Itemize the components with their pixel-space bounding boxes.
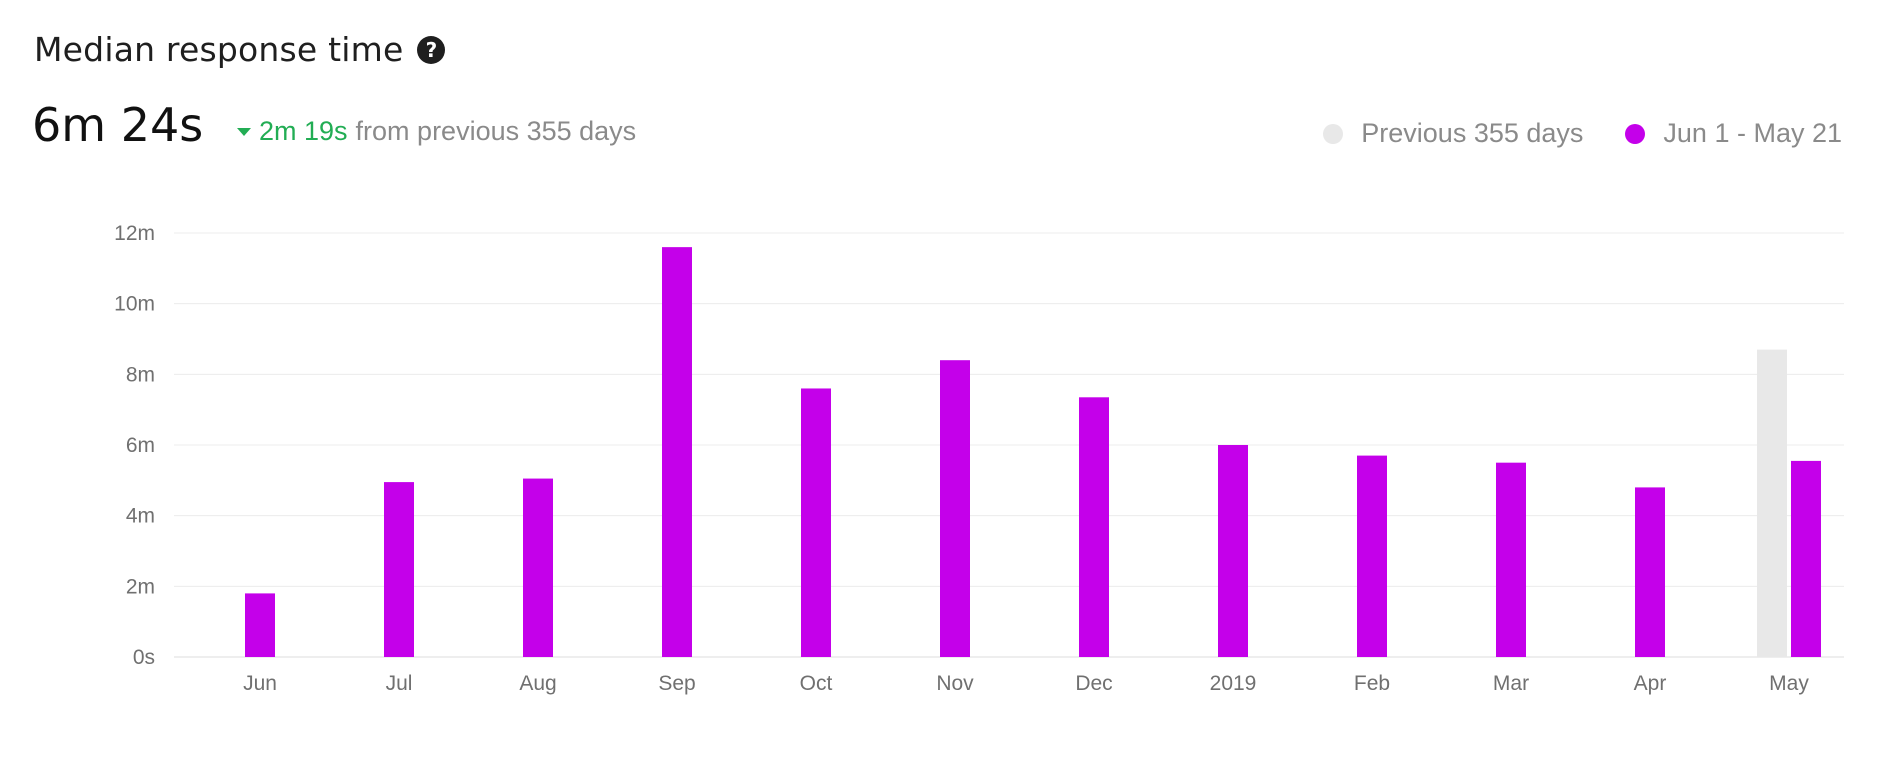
delta-indicator: 2m 19s from previous 355 days bbox=[237, 116, 636, 147]
y-tick-label: 2m bbox=[126, 575, 155, 598]
legend-item-previous[interactable]: Previous 355 days bbox=[1323, 118, 1583, 149]
bar-jun[interactable] bbox=[245, 593, 275, 657]
y-tick-label: 0s bbox=[133, 646, 155, 669]
chart-title: Median response time bbox=[34, 30, 404, 69]
summary-value: 6m 24s bbox=[32, 98, 204, 152]
bar-sep[interactable] bbox=[662, 247, 692, 657]
bar-feb[interactable] bbox=[1357, 455, 1387, 657]
x-tick-label: 2019 bbox=[1210, 672, 1257, 695]
caret-down-icon bbox=[237, 127, 251, 136]
x-tick-label: May bbox=[1769, 672, 1809, 695]
bar-nov[interactable] bbox=[940, 360, 970, 657]
x-tick-label: Dec bbox=[1075, 672, 1112, 695]
x-tick-label: Aug bbox=[519, 672, 556, 695]
x-tick-label: Oct bbox=[800, 672, 833, 695]
x-tick-label: Sep bbox=[658, 672, 695, 695]
bar-oct[interactable] bbox=[801, 388, 831, 657]
bar-jul[interactable] bbox=[384, 482, 414, 657]
legend-dot-current bbox=[1625, 123, 1646, 144]
y-tick-label: 8m bbox=[126, 363, 155, 386]
bar-dec[interactable] bbox=[1079, 397, 1109, 657]
delta-text: from previous 355 days bbox=[355, 116, 637, 146]
legend: Previous 355 days Jun 1 - May 21 bbox=[1281, 118, 1842, 149]
y-tick-label: 6m bbox=[126, 434, 155, 457]
bar-2019[interactable] bbox=[1218, 445, 1248, 657]
title-row: Median response time ? bbox=[34, 30, 446, 69]
question-circle-icon[interactable]: ? bbox=[417, 35, 446, 64]
y-tick-label: 10m bbox=[114, 293, 155, 316]
y-tick-label: 12m bbox=[114, 222, 155, 245]
x-tick-label: Apr bbox=[1634, 672, 1667, 695]
bar-mar[interactable] bbox=[1496, 462, 1526, 657]
y-tick-label: 4m bbox=[126, 505, 155, 528]
legend-label-previous: Previous 355 days bbox=[1361, 118, 1584, 148]
bar-apr[interactable] bbox=[1635, 487, 1665, 657]
x-tick-label: Feb bbox=[1354, 672, 1390, 695]
x-tick-label: Jul bbox=[386, 672, 413, 695]
bar-may[interactable] bbox=[1791, 460, 1821, 657]
legend-dot-previous bbox=[1323, 123, 1344, 144]
legend-item-current[interactable]: Jun 1 - May 21 bbox=[1625, 118, 1842, 149]
x-tick-label: Nov bbox=[936, 672, 974, 695]
x-tick-label: Jun bbox=[243, 672, 277, 695]
legend-label-current: Jun 1 - May 21 bbox=[1663, 118, 1842, 148]
x-tick-label: Mar bbox=[1493, 672, 1529, 695]
delta-value: 2m 19s bbox=[259, 116, 348, 146]
bar-previous-may bbox=[1757, 349, 1787, 657]
bar-aug[interactable] bbox=[523, 478, 553, 657]
